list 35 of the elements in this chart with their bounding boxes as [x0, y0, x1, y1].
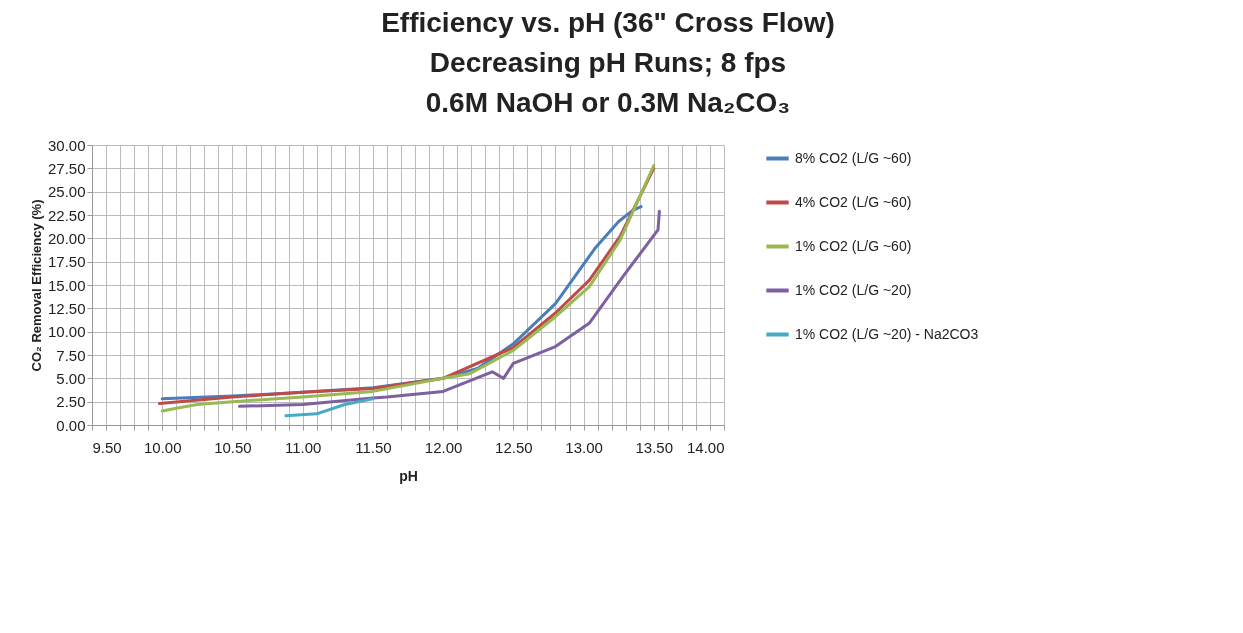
y-tick-label: 27.50 [47, 159, 86, 177]
y-tick-label: 20.00 [47, 229, 86, 247]
y-tick-label: 2.50 [56, 393, 86, 411]
y-tick-label: 7.50 [56, 346, 86, 364]
x-tick-label: 9.50 [92, 438, 122, 456]
y-tick-label: 0.00 [56, 416, 86, 434]
line-series [284, 397, 375, 418]
legend-label: 4% CO2 (L/G ~60) [795, 193, 912, 210]
x-tick-label: 12.50 [495, 438, 533, 456]
y-tick-label: 12.50 [47, 299, 86, 317]
line-series [237, 209, 661, 408]
x-axis-title: pH [399, 467, 418, 484]
legend-label: 1% CO2 (L/G ~60) [795, 237, 912, 254]
y-tick-label: 30.00 [47, 136, 86, 154]
x-tick-label: 13.50 [635, 438, 674, 456]
y-axis-title: CO₂ Removal Efficiency (%) [28, 199, 44, 372]
y-tick-label: 5.00 [56, 369, 86, 387]
y-tick-label: 25.00 [47, 183, 86, 201]
x-tick-label: 10.50 [214, 438, 252, 456]
text: Decreasing pH Runs; 8 fps [429, 47, 787, 78]
y-tick-label: 17.50 [47, 253, 86, 271]
x-tick-label: 10.00 [143, 438, 182, 456]
x-tick-label: 12.00 [424, 438, 463, 456]
x-tick-label: 14.00 [686, 438, 725, 456]
legend-label: 1% CO2 (L/G ~20) [795, 281, 912, 298]
y-tick-label: 22.50 [47, 206, 86, 224]
text: 0.6M NaOH or 0.3M Na₂CO₃ [425, 87, 791, 118]
y-tick-label: 10.00 [47, 323, 86, 341]
x-tick-label: 11.00 [284, 438, 322, 456]
chart-title: Efficiency vs. pH (36" Cross Flow) [381, 7, 835, 38]
legend-label: 8% CO2 (L/G ~60) [795, 149, 912, 166]
x-tick-label: 13.00 [565, 438, 603, 456]
x-tick-label: 11.50 [355, 438, 392, 456]
legend-label: 1% CO2 (L/G ~20) - Na2CO3 [795, 325, 979, 342]
y-tick-label: 15.00 [47, 276, 86, 294]
